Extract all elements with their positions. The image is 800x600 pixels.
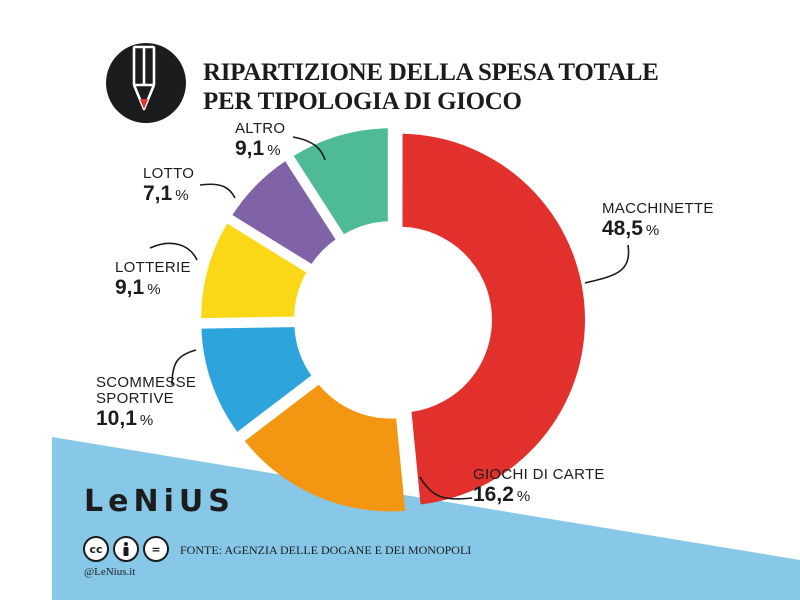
label-value: 48,5% (602, 217, 714, 243)
donut-slice-lotterie (201, 223, 307, 319)
label-number: 7,1 (143, 182, 173, 205)
label-unit: % (267, 142, 281, 159)
brand-logo: LeNiUS (84, 484, 235, 519)
cc-by-icon (113, 536, 139, 562)
label-number: 9,1 (235, 137, 265, 160)
donut-slice-altro (293, 128, 388, 235)
label-unit: % (175, 187, 189, 204)
label-name: LOTTERIE (115, 259, 191, 276)
label-name: GIOCHI DI CARTE (473, 466, 605, 483)
label-name: ALTRO (235, 120, 286, 137)
donut-slice-lotto (232, 161, 336, 264)
label-name: LOTTO (143, 165, 195, 182)
chart-title-line-2: PER TIPOLOGIA DI GIOCO (203, 88, 522, 115)
donut-slice-giochi-di-carte (244, 384, 406, 512)
chart-title: RIPARTIZIONE DELLA SPESA TOTALE PER TIPO… (203, 58, 659, 116)
label-value: 10,1% (96, 407, 196, 433)
cc-icon: cc (83, 536, 109, 562)
label-unit: % (147, 281, 161, 298)
leader-line-giochi (419, 476, 473, 500)
data-label-lotto: LOTTO 7,1% (143, 166, 194, 208)
label-number: 48,5 (602, 217, 643, 240)
label-value: 9,1% (235, 137, 285, 163)
label-name-line-2: SPORTIVE (96, 390, 174, 407)
label-value: 16,2% (473, 483, 605, 509)
leader-line-lotto (199, 183, 236, 199)
label-name-line-1: SCOMMESSE (96, 374, 197, 391)
social-handle: @LeNius.it (84, 566, 136, 578)
data-label-macchinette: MACCHINETTE 48,5% (602, 201, 714, 243)
data-label-altro: ALTRO 9,1% (235, 121, 285, 163)
label-unit: % (516, 488, 531, 505)
cc-nd-icon: = (143, 536, 169, 562)
label-value: 7,1% (143, 182, 194, 208)
leader-line-scommesse (171, 349, 197, 386)
data-label-giochi-di-carte: GIOCHI DI CARTE 16,2% (473, 467, 605, 509)
data-label-scommesse-sportive: SCOMMESSE SPORTIVE 10,1% (96, 375, 196, 433)
chart-title-line-1: RIPARTIZIONE DELLA SPESA TOTALE (203, 59, 659, 86)
donut-slice-scommesse-sportive (201, 327, 312, 432)
cc-license-badges: cc = (83, 536, 169, 562)
label-number: 10,1 (96, 407, 137, 430)
leader-line-lotterie (149, 242, 198, 261)
label-number: 9,1 (115, 276, 145, 299)
label-number: 16,2 (473, 483, 514, 506)
label-unit: % (139, 412, 154, 429)
donut-slice-macchinette (402, 133, 585, 505)
pencil-icon (106, 43, 186, 123)
label-unit: % (645, 222, 660, 239)
label-name: MACCHINETTE (602, 200, 714, 217)
data-label-lotterie: LOTTERIE 9,1% (115, 260, 191, 302)
leader-line-macchinette (584, 244, 630, 284)
leader-line-altro (292, 136, 326, 161)
source-note: FONTE: AGENZIA DELLE DOGANE E DEI MONOPO… (180, 543, 472, 557)
label-value: 9,1% (115, 276, 191, 302)
